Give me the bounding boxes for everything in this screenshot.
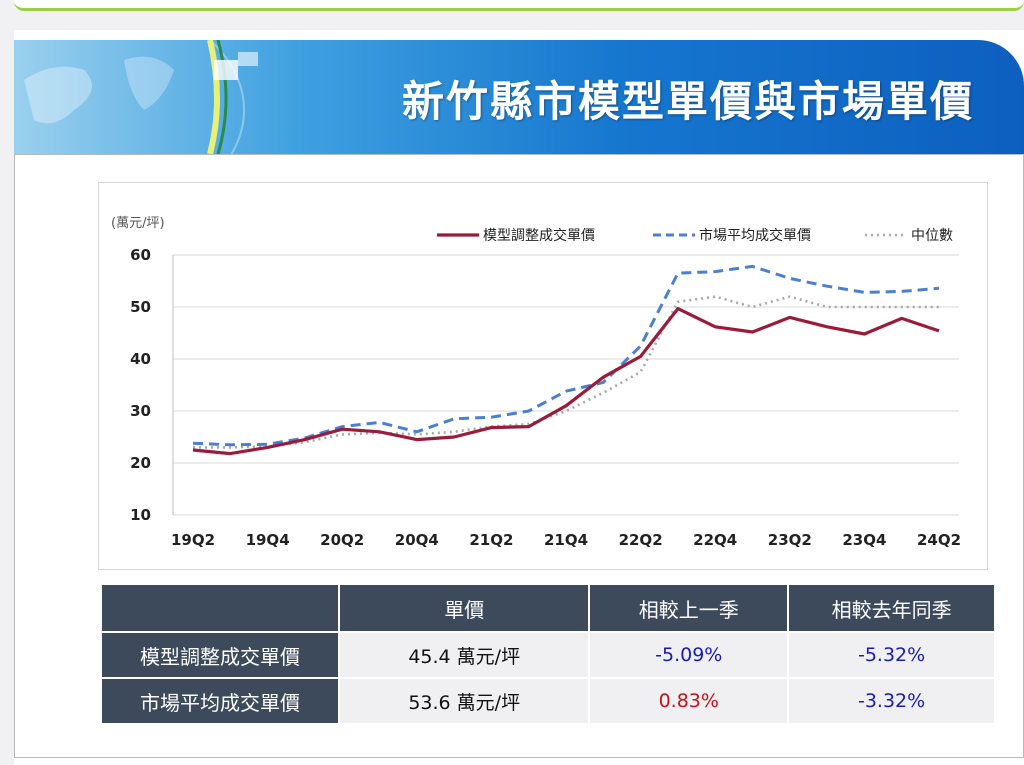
legend-label-0: 模型調整成交單價	[483, 227, 595, 244]
row-price: 53.6 萬元/坪	[340, 679, 589, 723]
y-tick-label: 60	[130, 246, 151, 264]
x-tick-label: 20Q2	[320, 531, 364, 549]
table-header-yoy: 相較去年同季	[789, 585, 994, 631]
y-unit-label: (萬元/坪)	[111, 216, 165, 231]
x-tick-label: 24Q2	[917, 531, 961, 549]
row-yoy: -3.32%	[789, 679, 994, 723]
series-line-2	[193, 295, 939, 449]
title-banner: 新竹縣市模型單價與市場單價	[14, 40, 1024, 154]
row-yoy: -5.32%	[789, 633, 994, 677]
line-chart: (萬元/坪) 10 20 30 40 50 60 19Q2 19Q4 20Q2 20Q4 21Q2 21…	[111, 216, 961, 549]
row-price: 45.4 萬元/坪	[340, 633, 589, 677]
x-tick-label: 23Q4	[842, 531, 886, 549]
slide-title: 新竹縣市模型單價與市場單價	[401, 77, 974, 126]
x-tick-label: 19Q4	[246, 531, 290, 549]
x-tick-label: 21Q4	[544, 531, 588, 549]
x-tick-label: 21Q2	[469, 531, 513, 549]
row-label: 模型調整成交單價	[102, 633, 339, 677]
series-line-1	[192, 264, 940, 447]
x-tick-label: 23Q2	[768, 531, 812, 549]
chart-frame: (萬元/坪) 10 20 30 40 50 60 19Q2 19Q4 20Q2 20Q4 21Q2 21…	[98, 182, 988, 570]
legend-label-1: 市場平均成交單價	[699, 227, 811, 244]
y-tick-label: 20	[130, 454, 151, 472]
table-header-row: 單價 相較上一季 相較去年同季	[102, 585, 994, 631]
x-tick-label: 22Q4	[693, 531, 737, 549]
table-header-price: 單價	[340, 585, 589, 631]
x-tick-label: 19Q2	[171, 531, 215, 549]
previous-slide-edge	[14, 0, 1024, 11]
y-tick-label: 40	[130, 350, 151, 368]
x-tick-label: 22Q2	[619, 531, 663, 549]
row-qoq: 0.83%	[590, 679, 788, 723]
price-comparison-table: 單價 相較上一季 相較去年同季 模型調整成交單價 45.4 萬元/坪 -5.09…	[100, 583, 996, 725]
table-row: 模型調整成交單價 45.4 萬元/坪 -5.09% -5.32%	[102, 633, 994, 677]
y-tick-label: 30	[130, 402, 151, 420]
table-row: 市場平均成交單價 53.6 萬元/坪 0.83% -3.32%	[102, 679, 994, 723]
table-header-qoq: 相較上一季	[590, 585, 788, 631]
table-header-corner	[102, 585, 339, 631]
legend-label-2: 中位數	[911, 228, 953, 244]
y-tick-label: 10	[130, 506, 151, 524]
y-tick-label: 50	[130, 298, 151, 316]
series-line-0	[192, 306, 940, 456]
row-qoq: -5.09%	[590, 633, 788, 677]
row-label: 市場平均成交單價	[102, 679, 339, 723]
globe-decoration-icon	[24, 40, 258, 154]
x-tick-label: 20Q4	[395, 531, 439, 549]
